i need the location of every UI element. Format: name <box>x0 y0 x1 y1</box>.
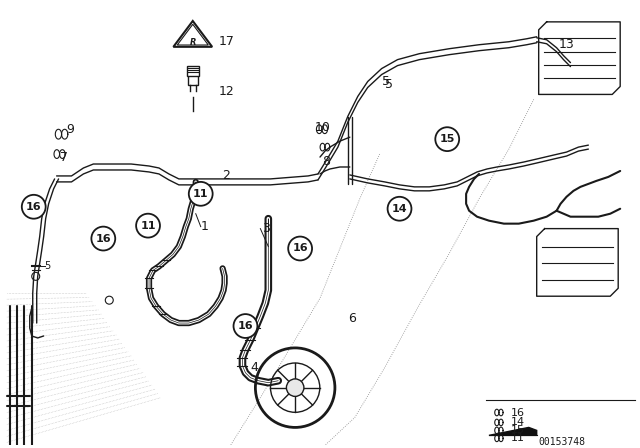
FancyBboxPatch shape <box>187 65 199 76</box>
Polygon shape <box>489 427 537 435</box>
Text: 5: 5 <box>381 75 390 88</box>
Circle shape <box>92 227 115 250</box>
Text: 8: 8 <box>322 155 330 168</box>
Circle shape <box>189 182 212 206</box>
Text: 2: 2 <box>223 169 230 182</box>
Text: 5: 5 <box>385 78 392 91</box>
Text: 17: 17 <box>219 35 234 48</box>
Text: 15: 15 <box>511 426 525 435</box>
FancyBboxPatch shape <box>188 72 198 86</box>
Text: 9: 9 <box>67 123 74 136</box>
Text: 6: 6 <box>348 311 356 325</box>
Text: 11: 11 <box>511 433 525 444</box>
Text: 16: 16 <box>95 233 111 244</box>
Text: 16: 16 <box>237 321 253 331</box>
Text: 16: 16 <box>292 244 308 254</box>
Text: 00153748: 00153748 <box>539 437 586 448</box>
Circle shape <box>136 214 160 237</box>
Circle shape <box>234 314 257 338</box>
Text: 16: 16 <box>511 408 525 418</box>
Text: 7: 7 <box>60 151 68 164</box>
Text: 15: 15 <box>440 134 455 144</box>
Circle shape <box>288 237 312 260</box>
Text: 10: 10 <box>315 121 331 134</box>
Text: 11: 11 <box>140 220 156 231</box>
Text: 13: 13 <box>559 38 574 51</box>
Circle shape <box>435 127 459 151</box>
Circle shape <box>388 197 412 221</box>
Text: R: R <box>189 38 196 47</box>
Text: 3: 3 <box>262 222 270 235</box>
Circle shape <box>22 195 45 219</box>
Text: 5: 5 <box>45 261 51 271</box>
Text: 11: 11 <box>193 189 209 199</box>
Text: 4: 4 <box>250 361 259 374</box>
Circle shape <box>287 379 304 396</box>
Text: 1: 1 <box>201 220 209 233</box>
Text: 12: 12 <box>219 85 234 98</box>
Text: 14: 14 <box>392 204 407 214</box>
Text: 14: 14 <box>511 418 525 427</box>
Text: 16: 16 <box>26 202 42 212</box>
